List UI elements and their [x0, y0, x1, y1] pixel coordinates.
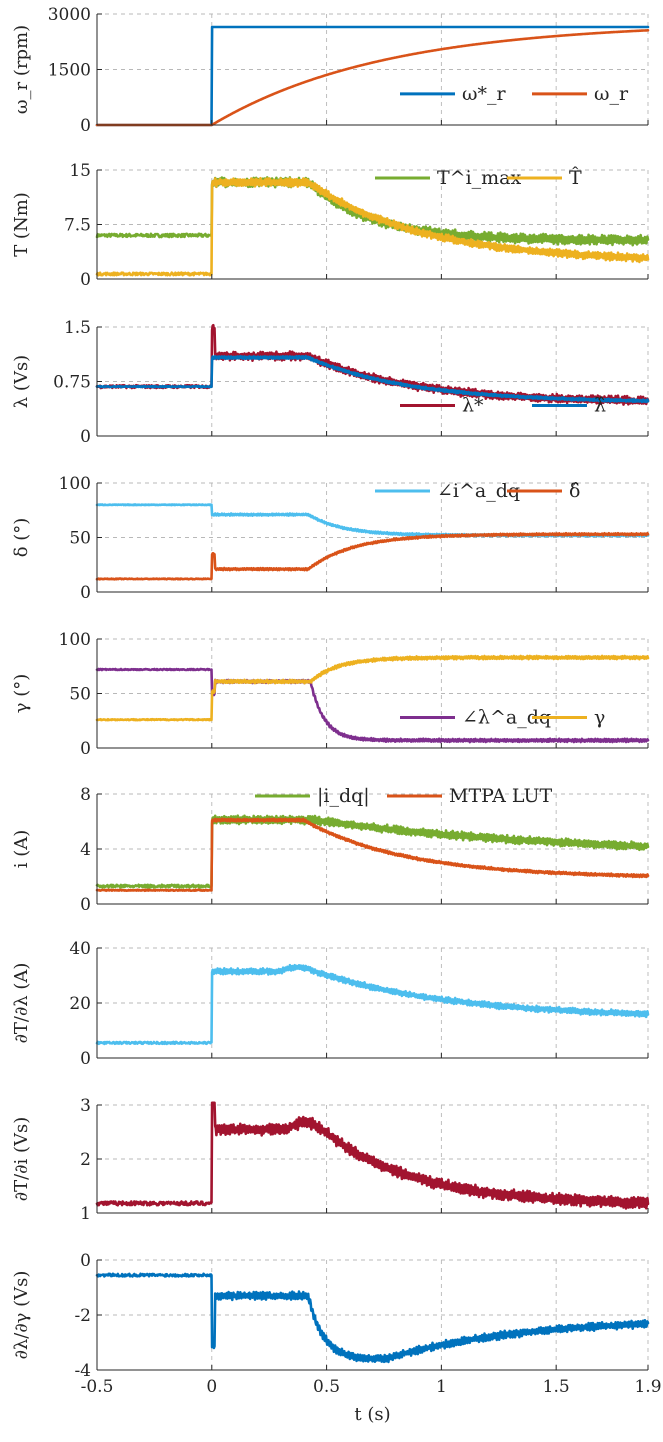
subplot-3: 0 0.75 1.5 λ (Vs) λ* λ̂ — [11, 318, 650, 447]
y-tick-label: 0 — [80, 270, 91, 290]
y-axis-label: λ (Vs) — [11, 355, 32, 408]
y-axis-label: i (A) — [11, 830, 32, 869]
legend-label: ω*_r — [462, 83, 506, 105]
y-tick-label: 50 — [69, 685, 91, 705]
y-tick-label: -2 — [74, 1306, 91, 1326]
legend-label: ∠λ^a_dq — [462, 706, 551, 728]
y-tick-label: 7.5 — [64, 216, 91, 236]
legend-label: ω_r — [594, 83, 629, 105]
legend-label: δ̂ — [569, 480, 580, 502]
y-tick-label: 0 — [80, 116, 91, 136]
y-tick-label: -4 — [74, 1361, 91, 1381]
series-line-1 — [95, 1272, 650, 1364]
series-line-2 — [95, 354, 650, 404]
x-tick-label: 0 — [206, 1377, 217, 1397]
legend-label: λ* — [462, 394, 484, 416]
subplot-6: 0 4 8 i (A) |i_dq| MTPA LUT — [11, 785, 650, 915]
y-axis-label: γ (°) — [11, 674, 32, 714]
y-tick-label: 1.5 — [64, 318, 91, 338]
subplot-5: 0 50 100 γ (°) ∠λ^a_dq γ — [11, 630, 650, 759]
x-tick-label: 0.5 — [313, 1377, 340, 1397]
series-line-2 — [95, 531, 650, 581]
series-line-2 — [95, 817, 650, 893]
x-tick-label: -0.5 — [81, 1377, 114, 1397]
y-tick-label: 1 — [80, 1204, 91, 1224]
x-axis-label: t (s) — [354, 1404, 390, 1425]
y-tick-label: 0 — [80, 583, 91, 603]
y-tick-label: 0 — [80, 739, 91, 759]
series-line-1 — [95, 814, 650, 889]
legend-label: λ̂ — [594, 394, 606, 416]
y-axis-label: δ (°) — [11, 518, 32, 558]
y-tick-label: 0.75 — [53, 373, 91, 393]
subplot-8: 1 2 3 ∂T/∂i (Vs) — [11, 1096, 650, 1224]
y-tick-label: 3 — [80, 1096, 91, 1116]
y-tick-label: 15 — [69, 161, 91, 181]
x-tick-label: 1.9 — [634, 1377, 661, 1397]
y-tick-label: 0 — [80, 427, 91, 447]
y-tick-label: 0 — [80, 1049, 91, 1069]
subplot-2: 0 7.5 15 T (Nm) T^i_max T̂ — [11, 161, 650, 290]
series-line-1 — [95, 503, 650, 538]
series-line-1 — [95, 323, 650, 406]
series-line-2 — [95, 28, 650, 127]
series-line-1 — [95, 176, 650, 247]
series-line-1 — [95, 963, 650, 1046]
series-line-1 — [95, 1101, 650, 1210]
y-axis-label: ∂T/∂i (Vs) — [11, 1117, 32, 1201]
legend-label: |i_dq| — [317, 785, 370, 807]
y-tick-label: 40 — [69, 939, 91, 959]
y-tick-label: 0 — [80, 1251, 91, 1271]
y-tick-label: 0 — [80, 895, 91, 915]
subplot-9: -4 -2 0 ∂λ/∂γ (Vs) -0.5 0 0.5 1 1.5 1.9 t (s) — [11, 1251, 662, 1425]
x-tick-label: 1 — [436, 1377, 447, 1397]
y-tick-label: 2 — [80, 1150, 91, 1170]
y-tick-label: 8 — [80, 785, 91, 805]
x-tick-label: 1.5 — [543, 1377, 570, 1397]
series-line-1 — [95, 667, 650, 744]
y-tick-label: 100 — [59, 474, 91, 494]
y-axis-label: ω_r (rpm) — [11, 25, 32, 114]
subplot-7: 0 20 40 ∂T/∂λ (A) — [11, 939, 650, 1069]
y-tick-label: 3000 — [48, 5, 91, 25]
y-tick-label: 20 — [69, 994, 91, 1014]
series-line-2 — [95, 176, 650, 277]
subplot-1: 0 1500 3000 ω_r (rpm) ω*_r ω_r — [11, 5, 650, 136]
legend-label: ∠i^a_dq — [437, 480, 520, 502]
legend-label: T^i_max — [437, 167, 522, 189]
subplot-4: 0 50 100 δ (°) ∠i^a_dq δ̂ — [11, 474, 650, 603]
y-axis-label: ∂T/∂λ (A) — [11, 963, 32, 1044]
legend-label: γ — [594, 706, 605, 728]
y-axis-label: T (Nm) — [11, 192, 32, 257]
y-tick-label: 100 — [59, 630, 91, 650]
y-tick-label: 50 — [69, 529, 91, 549]
y-axis-label: ∂λ/∂γ (Vs) — [11, 1271, 32, 1360]
legend-label: MTPA LUT — [449, 785, 553, 807]
series-line-2 — [95, 654, 650, 722]
y-tick-label: 1500 — [48, 61, 91, 81]
series-line-1 — [95, 25, 650, 127]
y-tick-label: 4 — [80, 840, 91, 860]
legend-label: T̂ — [569, 167, 582, 189]
